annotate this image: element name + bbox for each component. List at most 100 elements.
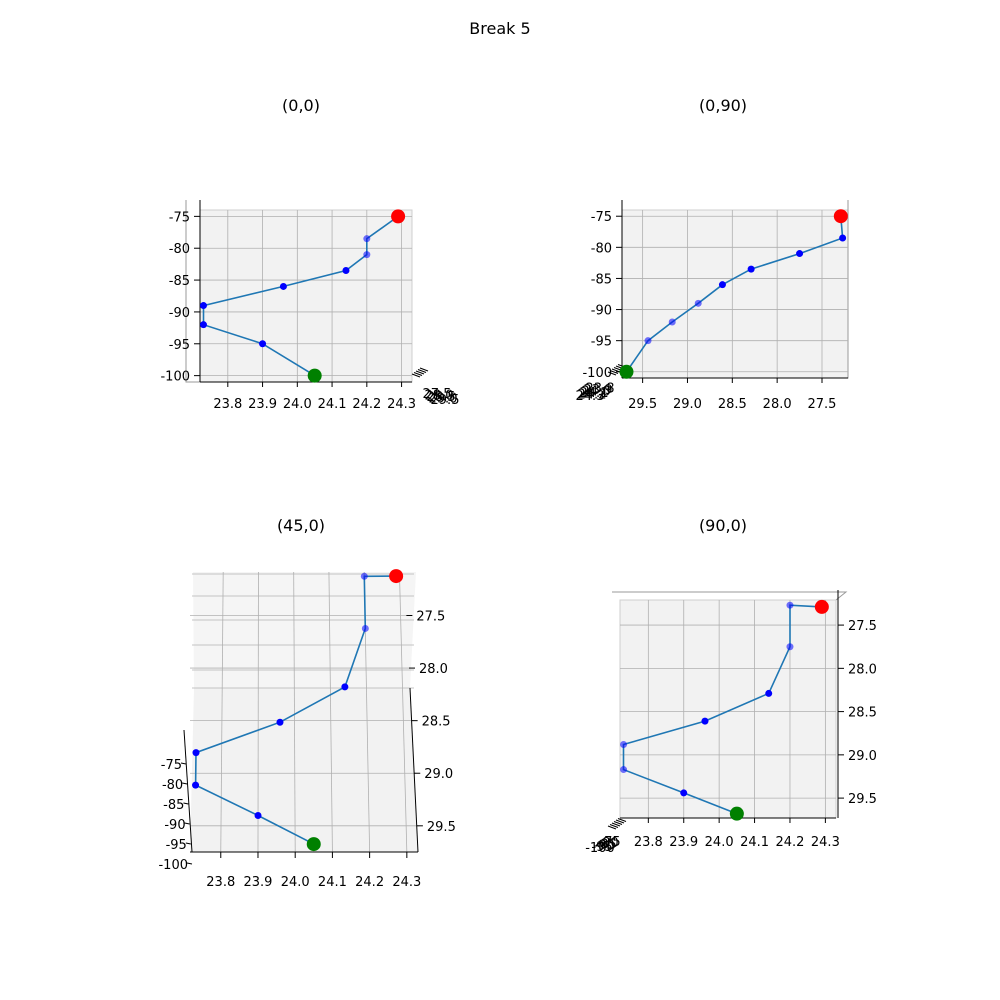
start-point bbox=[306, 837, 321, 852]
tick-label-y: -80 bbox=[169, 242, 190, 257]
tick-label-x: 24.3 bbox=[811, 835, 840, 850]
tick-label-x: 23.8 bbox=[634, 835, 663, 850]
tick-label-y: -95 bbox=[591, 335, 612, 350]
depth-tick bbox=[607, 371, 617, 376]
data-point bbox=[199, 302, 207, 310]
tick-label-y: -90 bbox=[591, 304, 612, 319]
end-point bbox=[389, 569, 404, 584]
tick-z bbox=[180, 762, 187, 765]
tick-label-x: 24.1 bbox=[318, 875, 347, 890]
data-point bbox=[796, 250, 804, 258]
data-point bbox=[668, 318, 676, 326]
data-point bbox=[747, 265, 755, 273]
tick-label-x: 24.2 bbox=[352, 397, 381, 412]
data-point bbox=[279, 282, 287, 290]
tick-label-x: 24.0 bbox=[283, 397, 312, 412]
data-point bbox=[276, 718, 284, 726]
tick-label-x: 24.3 bbox=[387, 397, 416, 412]
depth-tick bbox=[617, 818, 627, 822]
tick-z bbox=[183, 802, 189, 805]
depth-tick-label: 24.2 bbox=[578, 388, 607, 403]
tick-label-z: -100 bbox=[158, 858, 188, 873]
data-point bbox=[360, 572, 368, 580]
tick-label-x: 24.1 bbox=[318, 397, 347, 412]
floor-pane bbox=[190, 688, 418, 852]
tick-label-x: 28.5 bbox=[718, 397, 747, 412]
back-pane bbox=[193, 572, 416, 688]
data-point bbox=[192, 781, 200, 789]
tick-label-x: 28.0 bbox=[763, 397, 792, 412]
data-point bbox=[786, 601, 794, 609]
figure-title: Break 5 bbox=[469, 19, 530, 38]
data-point bbox=[341, 683, 349, 691]
tick-label-x: 23.9 bbox=[244, 875, 273, 890]
data-point bbox=[259, 340, 267, 348]
gridline-x bbox=[328, 571, 333, 853]
depth-tick-label: 29.0 bbox=[429, 392, 458, 407]
depth-tick-label: 27.5 bbox=[423, 387, 452, 402]
tick-label-y: 29.0 bbox=[848, 749, 877, 764]
tick-label-y: 28.0 bbox=[848, 662, 877, 677]
tick-label-x: 24.3 bbox=[392, 875, 421, 890]
tick-label-y: 28.5 bbox=[848, 706, 877, 721]
depth-tick-label: 28.0 bbox=[425, 389, 454, 404]
tick-label-x: 23.8 bbox=[213, 397, 242, 412]
axis-z bbox=[183, 729, 193, 853]
depth-tick bbox=[417, 369, 427, 373]
data-point bbox=[363, 235, 371, 243]
tick-z bbox=[185, 842, 191, 845]
depth-tick-label: 24.0 bbox=[582, 385, 611, 400]
data-point bbox=[786, 643, 794, 651]
data-point bbox=[765, 689, 773, 697]
tick-label-x: 24.2 bbox=[355, 875, 384, 890]
tick-label-y: -80 bbox=[591, 241, 612, 256]
tick-label-y: -85 bbox=[591, 272, 612, 287]
data-point bbox=[363, 251, 371, 259]
tick-z bbox=[186, 862, 193, 865]
tick-label-x: 29.0 bbox=[673, 397, 702, 412]
depth-tick-label: 24.3 bbox=[576, 389, 605, 404]
end-point bbox=[833, 209, 848, 224]
tick-label-y: -75 bbox=[169, 210, 190, 225]
tick-label-x: 23.8 bbox=[206, 875, 235, 890]
tick-label-z: -85 bbox=[163, 798, 184, 813]
data-point bbox=[839, 234, 847, 242]
start-point bbox=[729, 806, 744, 821]
depth-tick bbox=[607, 825, 617, 830]
data-point bbox=[361, 624, 369, 632]
depth-tick bbox=[413, 372, 423, 376]
depth-tick bbox=[611, 822, 621, 827]
pane bbox=[199, 209, 413, 383]
tick-z bbox=[184, 822, 190, 825]
tick-label-x: 24.0 bbox=[705, 835, 734, 850]
tick-label-y: 28.0 bbox=[419, 662, 448, 677]
tick-label-y: 27.5 bbox=[848, 619, 877, 634]
depth-tick-label: -80 bbox=[597, 836, 618, 851]
depth-tick-label: -95 bbox=[591, 840, 612, 855]
panels: (0,0)23.8 23.9 24.0 24.1 24.2 24.3-75-80-85-9… bbox=[158, 96, 876, 890]
start-point bbox=[619, 364, 634, 379]
end-point bbox=[391, 209, 406, 224]
pane-edge bbox=[612, 591, 848, 601]
tick-label-y: -85 bbox=[169, 274, 190, 289]
gridline-x bbox=[399, 571, 408, 853]
tick-label-y: -75 bbox=[591, 210, 612, 225]
gridline-x bbox=[293, 571, 296, 853]
pane bbox=[621, 209, 849, 379]
depth-tick-label: 24.1 bbox=[580, 386, 609, 401]
gridline-x bbox=[220, 571, 224, 853]
depth-tick bbox=[411, 373, 421, 378]
depth-tick bbox=[611, 368, 621, 373]
end-point bbox=[814, 599, 829, 614]
panel-bottom-left: (45,0) 23.8 23.9 24.0 24.1 24.2 24.3 27.5 28.0 28… bbox=[158, 516, 455, 890]
depth-tick bbox=[613, 821, 623, 825]
tick-label-z: -80 bbox=[162, 778, 183, 793]
data-point bbox=[701, 717, 709, 725]
data-point bbox=[192, 749, 200, 757]
tick-label-y: -95 bbox=[169, 338, 190, 353]
depth-tick-label: 28.5 bbox=[427, 390, 456, 405]
panel-top-left: (0,0) 23.8 23.9 24.0 24.1 24.2 24.3 -75 -80 -85 -9… bbox=[160, 96, 459, 412]
axis-y bbox=[409, 687, 419, 853]
tick-label-x: 23.9 bbox=[248, 397, 277, 412]
